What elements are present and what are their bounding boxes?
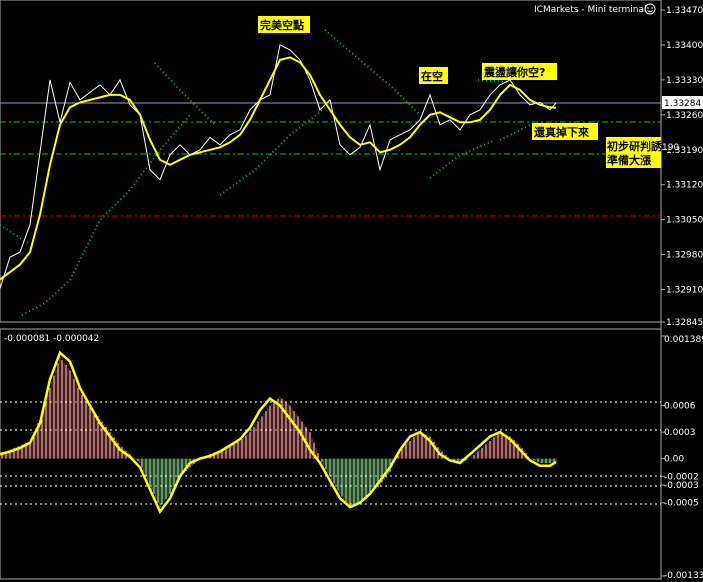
price-tick-label: 1.32845 [666,318,703,328]
osc-signal-line [0,350,557,515]
price-panel-frame [0,0,662,323]
price-tick-label: 1.33190 [666,146,703,156]
svg-text:初步研判誘空: 初步研判誘空 [607,139,673,153]
trail-segment-7 [477,79,511,83]
price-series [0,44,557,289]
osc-tick-label: -0.0003 [664,481,699,491]
trail-segment-3 [154,62,216,126]
price-tick-label: 1.32910 [666,286,703,296]
svg-text:震盪讓你空?: 震盪讓你空? [483,65,545,79]
svg-text:還真掉下來: 還真掉下來 [534,125,589,139]
osc-tick-label: -0.00133 [664,571,703,581]
osc-header-values: -0.000081 -0.000042 [4,334,99,344]
svg-text:準備大漲: 準備大漲 [607,153,652,167]
oscillator-panel-frame [0,328,662,580]
trailing-stops [0,29,531,316]
price-tick-label: 1.33400 [666,41,703,51]
annotation-perfect-short: 完美空點 [258,16,310,33]
osc-histogram [0,357,557,508]
price-tick-label: 1.33330 [666,76,703,86]
trail-segment-8 [499,124,531,141]
annotation-shakeout: 震盪讓你空? [482,63,557,80]
smiley-icon [644,3,656,15]
price-axis: 1.33470 1.33400 1.33330 1.33260 1.33190 1.331… [661,6,703,328]
osc-axis: 0.001389 0.0006 0.0003 0.00 -0.0002-0.0003 -0… [661,335,703,581]
partial-tick: 190 [662,143,679,153]
current-price-badge: 1.33284 [662,96,703,109]
osc-tick-label: 0.0003 [664,428,696,438]
price-tick-label: 1.33050 [666,216,703,226]
broker-label: ICMarkets - Mini terminal [534,5,646,15]
svg-text:完美空點: 完美空點 [260,18,304,32]
osc-tick-label: 0.00 [664,455,684,465]
osc-tick-label: 0.0006 [664,402,696,412]
price-tick-label: 1.33260 [666,111,703,121]
svg-text:1.33284: 1.33284 [664,99,701,109]
annotation-drop: 還真掉下來 [532,123,598,140]
osc-tick-label: -0.0002 [664,472,699,482]
osc-tick-label: 0.001389 [664,335,703,345]
moving-average-series [0,56,557,281]
svg-text:在空: 在空 [421,69,443,83]
price-tick-label: 1.33470 [666,6,703,16]
price-tick-label: 1.33120 [666,181,703,191]
annotation-short: 在空 [419,67,448,84]
trail-segment-1 [0,224,29,244]
osc-tick-label: -0.0005 [664,499,699,509]
price-tick-label: 1.32980 [666,251,703,261]
trail-segment-6 [429,139,496,179]
annotation-judgement: 初步研判誘空 準備大漲 [606,137,673,168]
